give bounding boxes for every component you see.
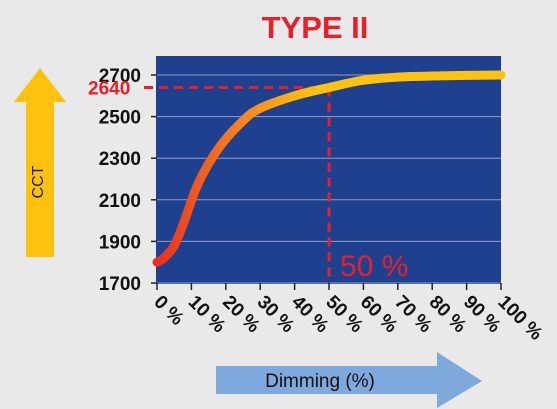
y-tick-label: 2100	[99, 191, 141, 212]
y-tick-label: 2500	[99, 108, 141, 129]
chart-title: TYPE II	[262, 10, 369, 45]
annotation-labels: 2640 50 %	[88, 78, 408, 283]
dimming-axis-arrow: Dimming (%)	[216, 352, 482, 408]
x-tick-label: 10 %	[184, 292, 230, 338]
cct-arrow-icon	[14, 68, 66, 257]
series-curve	[152, 70, 506, 267]
x-tick-label: 80 %	[425, 292, 471, 338]
y-tick-label: 1700	[99, 274, 141, 295]
cct-axis-arrow: CCT	[14, 68, 66, 257]
x-tick-label: 90 %	[459, 292, 505, 338]
x-tick-label: 40 %	[287, 292, 333, 338]
x-tick-label: 50 %	[321, 292, 367, 338]
x-tick-label: 0 %	[149, 292, 187, 330]
x-axis-label: Dimming (%)	[265, 371, 375, 392]
dimming-arrow-icon	[216, 352, 482, 408]
annotation-x-label: 50 %	[340, 250, 408, 283]
annotation-y-label: 2640	[88, 78, 130, 99]
x-tick-label: 70 %	[390, 292, 436, 338]
x-tick-labels: 0 %10 %20 %30 %40 %50 %60 %70 %80 %90 %1…	[149, 283, 546, 345]
y-tick-label: 1900	[99, 232, 141, 253]
y-tick-label: 2300	[99, 149, 141, 170]
x-tick-label: 20 %	[218, 292, 264, 338]
y-tick-labels: 1700 1900 2100 2300 2500 2700	[99, 66, 157, 295]
x-tick-label: 30 %	[253, 292, 299, 338]
y-axis-label: CCT	[30, 165, 47, 198]
x-tick-label: 60 %	[356, 292, 402, 338]
annotation-marker	[144, 85, 331, 283]
y-tick-label: 2700	[99, 66, 141, 87]
